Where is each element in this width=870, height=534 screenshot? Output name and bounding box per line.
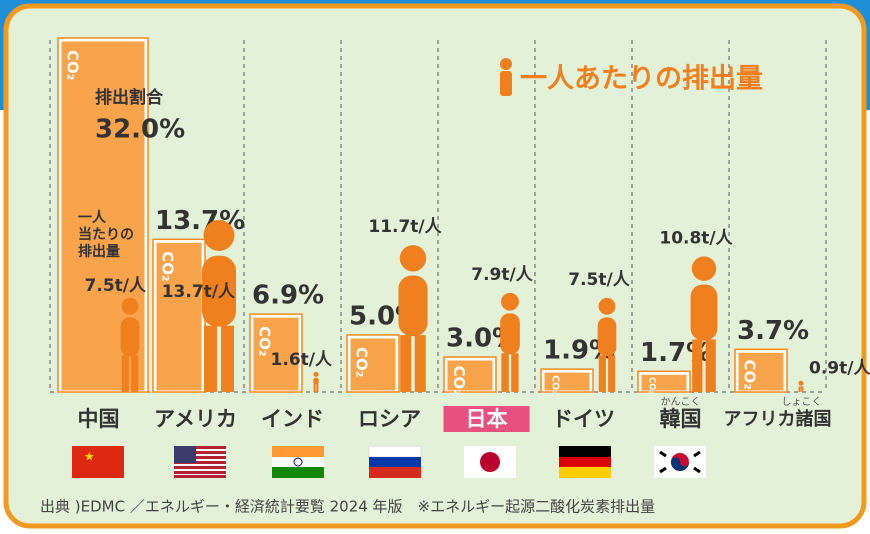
per-capita-value-label: 10.8t/人: [659, 228, 733, 248]
co2-label: CO₂: [741, 359, 759, 389]
person-head: [204, 220, 235, 251]
category-label: アフリカ諸国: [724, 408, 832, 430]
co2-label: CO₂: [353, 347, 371, 377]
legend-label: 一人あたりの排出量: [520, 64, 763, 95]
per-capita-note: 排出量: [78, 243, 120, 260]
person-leg: [314, 383, 316, 392]
co2-label: CO₂: [550, 375, 561, 394]
person-leg: [801, 387, 803, 392]
person-leg: [501, 353, 508, 392]
person-head: [599, 298, 616, 315]
category-label: 日本: [466, 407, 508, 431]
person-body: [398, 276, 427, 337]
chart: ★ 出典 )EDMC ／エネルギー・経済統計要覧 2024 年版 ※エネルギー起…: [0, 0, 870, 534]
legend-icon: [500, 58, 512, 70]
person-body: [313, 378, 319, 385]
category-label: アメリカ: [154, 407, 237, 431]
per-capita-value-label: 11.7t/人: [368, 217, 442, 237]
share-series-name: 排出割合: [95, 87, 164, 108]
person-leg: [415, 335, 426, 392]
category-label: ロシア: [358, 407, 421, 431]
per-capita-value-label: 7.5t/人: [85, 276, 147, 296]
category-label: ドイツ: [552, 407, 615, 431]
co2-label: CO₂: [450, 366, 468, 396]
category-label: 韓国: [660, 407, 702, 431]
person-leg: [608, 355, 615, 392]
category-label: インド: [261, 407, 324, 431]
share-value-label: 3.7%: [737, 316, 809, 346]
svg-text:★: ★: [84, 450, 95, 464]
person-leg: [706, 339, 716, 392]
co2-label: CO₂: [648, 377, 658, 394]
person-head: [799, 381, 804, 386]
per-capita-value-label: 13.7t/人: [162, 282, 236, 302]
legend: 一人あたりの排出量: [500, 58, 763, 96]
person-leg: [221, 326, 234, 392]
legend-icon: [500, 71, 512, 96]
person-head: [501, 293, 519, 311]
person-leg: [511, 353, 518, 392]
per-capita-note: 一人: [78, 209, 107, 226]
person-body: [598, 317, 617, 356]
person-leg: [692, 339, 702, 392]
share-value-label: 6.9%: [252, 281, 324, 311]
per-capita-value-label: 7.9t/人: [471, 265, 533, 285]
person-head: [122, 298, 139, 315]
person-body: [691, 284, 718, 340]
category-label: 中国: [78, 407, 120, 431]
person-head: [692, 256, 716, 280]
co2-label: CO₂: [159, 251, 177, 281]
person-leg: [316, 383, 318, 392]
person-head: [400, 245, 426, 271]
share-bar: [640, 373, 688, 392]
share-value-label: 32.0%: [95, 115, 185, 145]
category-ruby: かんこく: [661, 396, 701, 408]
per-capita-note: 当たりの: [78, 226, 134, 243]
person-leg: [799, 387, 801, 392]
source: 出典 )EDMC ／エネルギー・経済統計要覧 2024 年版 ※エネルギー起源二…: [40, 498, 655, 516]
per-capita-value-label: 7.5t/人: [568, 270, 630, 290]
person-body: [121, 317, 140, 356]
category-ruby: しょこく: [782, 396, 822, 408]
person-leg: [131, 355, 138, 392]
per-capita-value-label: 1.6t/人: [271, 350, 333, 370]
person-body: [500, 313, 520, 354]
per-capita-value-label: 0.9t/人: [809, 359, 870, 379]
person-leg: [122, 355, 129, 392]
person-leg: [400, 335, 411, 392]
co2-label: CO₂: [64, 50, 82, 80]
person-head: [314, 372, 319, 377]
person-leg: [204, 326, 217, 392]
person-leg: [599, 355, 606, 392]
